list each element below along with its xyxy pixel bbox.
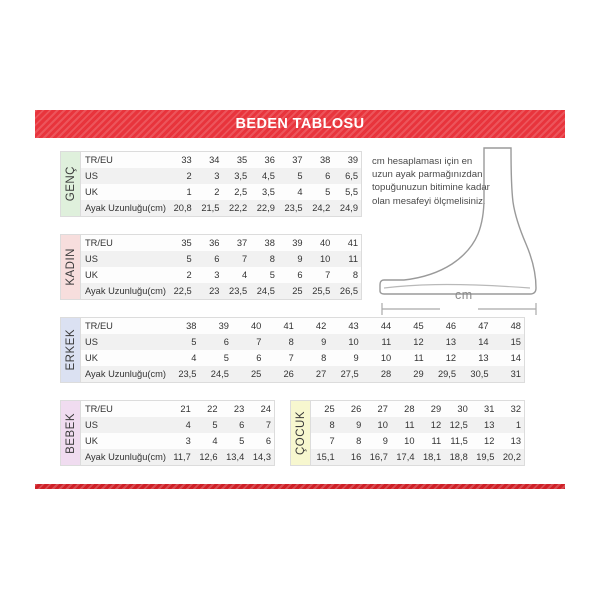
table-row: UK 3 4 5 6 bbox=[81, 433, 274, 449]
table-side-label-bebek: BEBEK bbox=[61, 401, 81, 465]
cm-dimension-line bbox=[381, 303, 537, 315]
table-side-label-kadin: KADIN bbox=[61, 235, 81, 299]
cm-measure-label: cm bbox=[455, 288, 473, 302]
table-row: UK 7 8 9 10 11 11,5 12 13 bbox=[311, 433, 524, 449]
foot-outline-icon bbox=[379, 147, 537, 295]
table-side-label-cocuk: ÇOCUK bbox=[291, 401, 311, 465]
table-row: TR/EU 33 34 35 36 37 38 39 bbox=[81, 152, 361, 168]
chart-title-bar: BEDEN TABLOSU bbox=[35, 110, 565, 138]
table-grid-cocuk: TR/EU 25 26 27 28 29 30 31 32 US 8 9 10 bbox=[311, 401, 524, 465]
table-row: Ayak Uzunluğu(cm) 20,8 21,5 22,2 22,9 23… bbox=[81, 200, 361, 216]
size-table-kadin: KADIN TR/EU 35 36 37 38 39 40 41 US 5 bbox=[60, 234, 362, 300]
table-row: Ayak Uzunluğu(cm) 23,5 24,5 25 26 27 27,… bbox=[81, 366, 524, 382]
table-grid-erkek: TR/EU 38 39 40 41 42 43 44 45 46 47 48 U… bbox=[81, 318, 524, 382]
bottom-accent-rule bbox=[35, 484, 565, 489]
table-row: Ayak Uzunluğu(cm) 11,7 12,6 13,4 14,3 bbox=[81, 449, 274, 465]
size-table-erkek: ERKEK TR/EU 38 39 40 41 42 43 44 45 46 4… bbox=[60, 317, 525, 383]
table-row: UK 4 5 6 7 8 9 10 11 12 13 14 bbox=[81, 350, 524, 366]
size-table-cocuk: ÇOCUK TR/EU 25 26 27 28 29 30 31 32 US bbox=[290, 400, 525, 466]
table-row: TR/EU 38 39 40 41 42 43 44 45 46 47 48 bbox=[81, 318, 524, 334]
table-side-label-genc: GENÇ bbox=[61, 152, 81, 216]
table-row: US 2 3 3,5 4,5 5 6 6,5 bbox=[81, 168, 361, 184]
table-row: UK 2 3 4 5 6 7 8 bbox=[81, 267, 361, 283]
size-table-bebek: BEBEK TR/EU 21 22 23 24 US 4 5 6 7 bbox=[60, 400, 275, 466]
table-grid-kadin: TR/EU 35 36 37 38 39 40 41 US 5 6 7 8 bbox=[81, 235, 361, 299]
table-grid-bebek: TR/EU 21 22 23 24 US 4 5 6 7 UK bbox=[81, 401, 274, 465]
table-row: US 4 5 6 7 bbox=[81, 417, 274, 433]
table-row: TR/EU 21 22 23 24 bbox=[81, 401, 274, 417]
table-row: US 5 6 7 8 9 10 11 12 13 14 15 bbox=[81, 334, 524, 350]
table-grid-genc: TR/EU 33 34 35 36 37 38 39 US 2 3 3,5 4,… bbox=[81, 152, 361, 216]
table-row: Ayak Uzunluğu(cm) 15,1 16 16,7 17,4 18,1… bbox=[311, 449, 524, 465]
measurement-instructions: cm hesaplaması için en uzun ayak parmağı… bbox=[372, 156, 490, 207]
table-row: US 5 6 7 8 9 10 11 bbox=[81, 251, 361, 267]
table-side-label-erkek: ERKEK bbox=[61, 318, 81, 382]
foot-diagram bbox=[378, 146, 540, 316]
size-table-genc: GENÇ TR/EU 33 34 35 36 37 38 39 US 2 bbox=[60, 151, 362, 217]
table-row: TR/EU 35 36 37 38 39 40 41 bbox=[81, 235, 361, 251]
table-row: US 8 9 10 11 12 12,5 13 1 bbox=[311, 417, 524, 433]
table-row: TR/EU 25 26 27 28 29 30 31 32 bbox=[311, 401, 524, 417]
page-title: BEDEN TABLOSU bbox=[235, 116, 365, 132]
table-row: Ayak Uzunluğu(cm) 22,5 23 23,5 24,5 25 2… bbox=[81, 283, 361, 299]
table-row: UK 1 2 2,5 3,5 4 5 5,5 bbox=[81, 184, 361, 200]
